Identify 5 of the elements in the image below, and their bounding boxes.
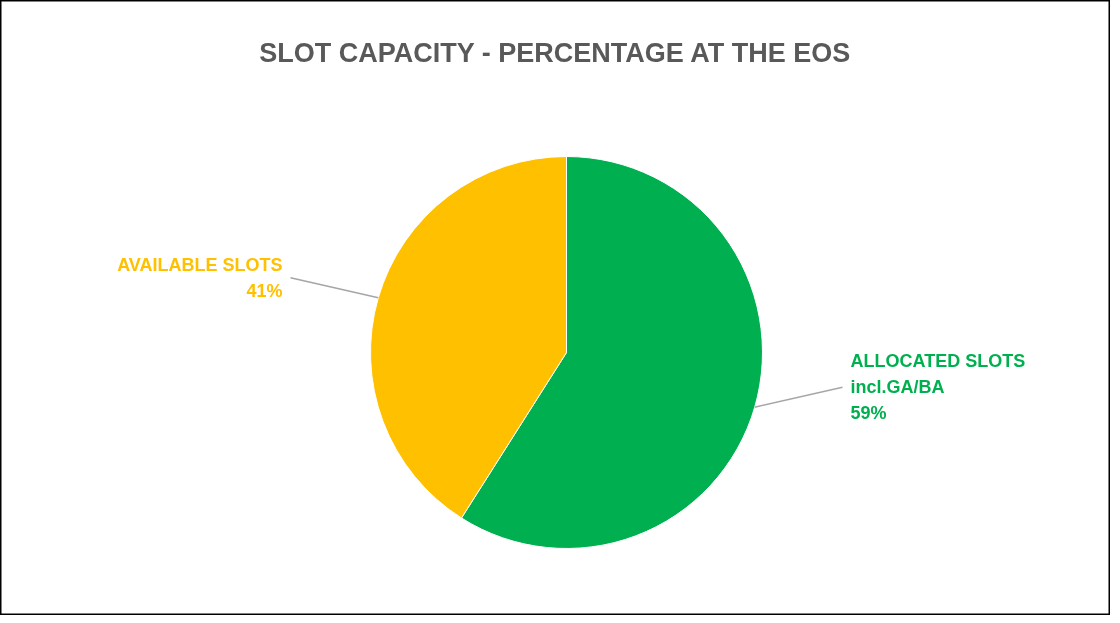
chart-title: SLOT CAPACITY - PERCENTAGE AT THE EOS: [259, 37, 851, 68]
slice-label: ALLOCATED SLOTS incl.GA/BA: [850, 351, 1026, 398]
slice-label: AVAILABLE SLOTS: [117, 254, 283, 275]
data-label: 59%: [850, 403, 887, 424]
data-label: 41%: [246, 280, 283, 301]
